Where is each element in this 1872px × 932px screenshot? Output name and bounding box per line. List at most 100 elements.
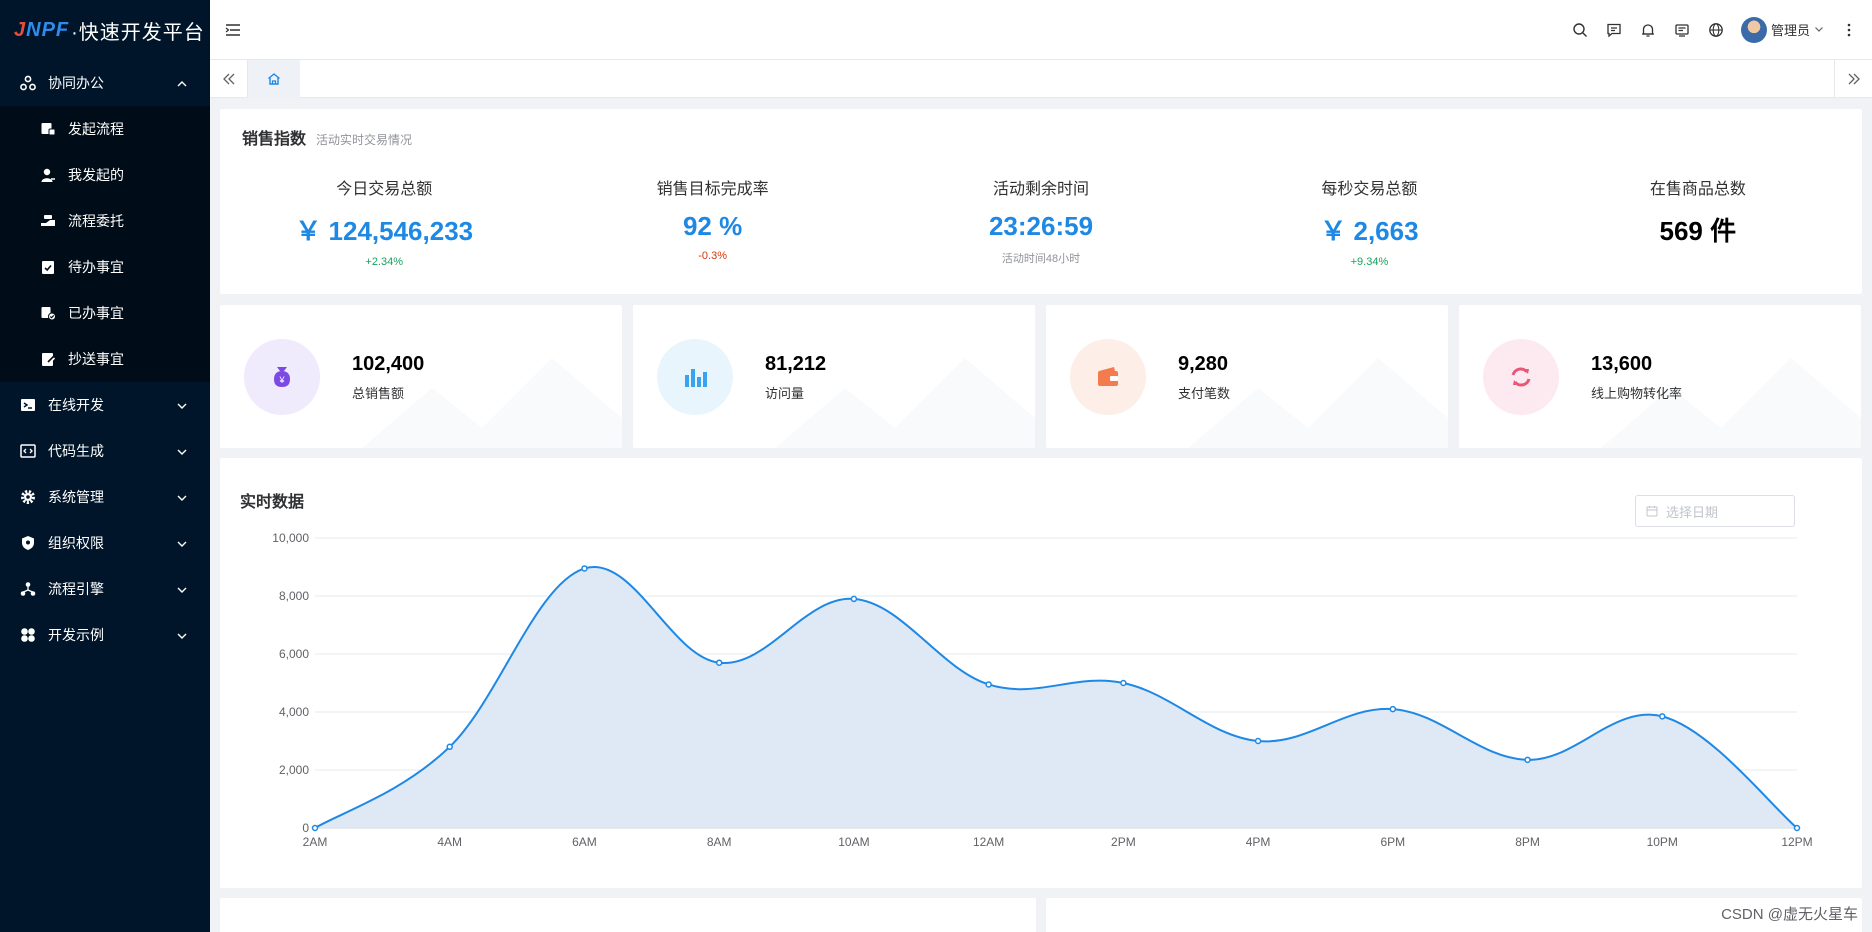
tab-home[interactable] — [248, 60, 300, 98]
tab-scroll-right-button[interactable] — [1834, 60, 1872, 98]
data-point — [581, 565, 588, 572]
y-tick-label: 6,000 — [279, 647, 309, 661]
message-icon[interactable] — [1605, 21, 1623, 39]
stat-card-visits: 81,212 访问量 — [633, 305, 1035, 448]
x-tick-label: 8AM — [707, 835, 732, 849]
flow-engine-icon — [20, 581, 36, 597]
card-decoration — [775, 358, 1035, 448]
sidebar-group-label: 组织权限 — [48, 535, 104, 551]
sidebar-group-flow-engine[interactable]: 流程引擎 — [0, 566, 210, 612]
kpi-value: 23:26:59 — [988, 211, 1094, 241]
sidebar-item-start-flow[interactable]: 发起流程 — [0, 106, 210, 152]
data-point — [1793, 824, 1801, 832]
sidebar-group-label: 系统管理 — [48, 489, 104, 505]
start-flow-icon — [40, 121, 56, 137]
app-logo[interactable]: JNPF ·快速开发平台 — [0, 0, 210, 60]
sidebar-item-label: 流程委托 — [68, 213, 124, 229]
stat-label: 总销售额 — [352, 386, 405, 401]
chart-title: 实时数据 — [240, 494, 305, 511]
sidebar-group-label: 流程引擎 — [48, 581, 104, 597]
stat-value: 13,600 — [1591, 353, 1653, 375]
stat-icon-circle — [1483, 339, 1559, 415]
tabs-bar — [210, 60, 1872, 98]
sidebar-item-delegate[interactable]: 流程委托 — [0, 198, 210, 244]
chevron-down-icon — [176, 629, 188, 641]
stat-label: 线上购物转化率 — [1591, 386, 1683, 401]
date-picker-placeholder: 选择日期 — [1666, 504, 1719, 520]
sidebar-group-examples[interactable]: 开发示例 — [0, 612, 210, 658]
sidebar-group-codegen[interactable]: 代码生成 — [0, 428, 210, 474]
card-decoration — [1601, 358, 1861, 448]
sales-subtitle: 活动实时交易情况 — [316, 133, 413, 147]
sidebar-group-org[interactable]: 组织权限 — [0, 520, 210, 566]
data-point — [1659, 713, 1666, 720]
money-bag-icon: ¥ — [274, 367, 290, 387]
chevron-down-icon — [176, 537, 188, 549]
sidebar-item-cc[interactable]: 抄送事宜 — [0, 336, 210, 382]
x-tick-label: 4PM — [1246, 835, 1271, 849]
data-point — [446, 743, 453, 751]
search-icon[interactable] — [1571, 21, 1589, 39]
avatar — [1740, 16, 1767, 43]
kpi-label: 今日交易总额 — [336, 181, 433, 198]
tab-scroll-left-button[interactable] — [210, 60, 248, 98]
data-point — [715, 659, 723, 666]
svg-text:¥: ¥ — [278, 375, 285, 385]
kpi-note: 活动时间48小时 — [1001, 253, 1081, 265]
sidebar-item-my-initiated[interactable]: 我发起的 — [0, 152, 210, 198]
sidebar-group-label: 协同办公 — [48, 75, 104, 91]
user-menu[interactable]: 管理员 — [1740, 16, 1824, 43]
kpi-value: 92 % — [682, 211, 743, 241]
kpi-products-on-sale: 在售商品总数 569 件 — [1534, 175, 1862, 268]
chart-area — [315, 566, 1797, 828]
kpi-label: 在售商品总数 — [1649, 181, 1746, 198]
watermark: CSDN @虚无火星车 — [1721, 906, 1858, 923]
stat-value: 9,280 — [1178, 353, 1229, 375]
bar-chart-icon — [685, 369, 707, 387]
home-icon — [268, 73, 280, 85]
chevron-down-icon — [176, 399, 188, 411]
date-picker[interactable]: 选择日期 — [1635, 495, 1795, 527]
y-tick-label: 4,000 — [279, 705, 309, 719]
y-tick-label: 2,000 — [279, 763, 309, 777]
realtime-chart-card: 0 2,000 4,000 6,000 8,000 10,000 2AM 4AM 6AM 8AM 1… — [220, 458, 1862, 888]
sales-header: 销售指数 活动实时交易情况 — [242, 125, 412, 149]
more-vertical-icon[interactable] — [1840, 21, 1858, 39]
sidebar-group-collab[interactable]: 协同办公 — [0, 60, 210, 106]
data-point — [850, 595, 858, 603]
sidebar-item-done[interactable]: 已办事宜 — [0, 290, 210, 336]
stat-value: 102,400 — [352, 353, 425, 375]
sidebar-group-system[interactable]: 系统管理 — [0, 474, 210, 520]
bottom-card-left — [220, 898, 1036, 932]
sales-title: 销售指数 — [242, 131, 307, 148]
my-initiated-icon — [40, 167, 56, 183]
kpi-label: 销售目标完成率 — [656, 181, 769, 198]
x-tick-label: 2AM — [303, 835, 328, 849]
top-header: 管理员 — [210, 0, 1872, 60]
data-point — [1389, 705, 1397, 713]
sidebar-group-online-dev[interactable]: 在线开发 — [0, 382, 210, 428]
sidebar-item-todo[interactable]: 待办事宜 — [0, 244, 210, 290]
wallet-icon — [1098, 367, 1118, 386]
example-icon — [20, 627, 36, 643]
sales-index-card: 销售指数 活动实时交易情况 今日交易总额 ￥ 124,546,233 +2.34… — [220, 109, 1862, 294]
globe-icon[interactable] — [1707, 21, 1725, 39]
logo-brand: JNPF — [14, 18, 70, 41]
bell-icon[interactable] — [1639, 21, 1657, 39]
stat-icon-circle: ¥ — [244, 339, 320, 415]
data-point — [985, 681, 992, 688]
data-point — [1524, 756, 1531, 764]
kpi-change: +9.34% — [1350, 256, 1389, 268]
chevron-down-icon — [176, 445, 188, 457]
delegate-icon — [40, 213, 56, 229]
sidebar-item-label: 待办事宜 — [68, 259, 124, 275]
stat-label: 支付笔数 — [1178, 386, 1231, 401]
double-chevron-right-icon — [1848, 73, 1860, 85]
notice-icon[interactable] — [1673, 21, 1691, 39]
sidebar-group-label: 在线开发 — [48, 397, 104, 413]
card-decoration — [1188, 358, 1448, 448]
bottom-card-right — [1046, 898, 1862, 932]
x-tick-label: 6PM — [1380, 835, 1405, 849]
y-tick-label: 10,000 — [272, 531, 309, 545]
menu-toggle-icon[interactable] — [224, 21, 242, 39]
